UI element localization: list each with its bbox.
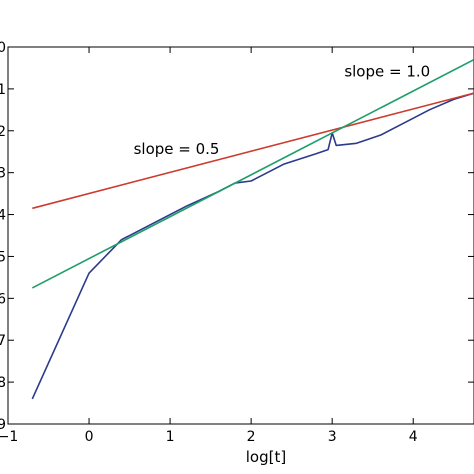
x-axis-label: log[t] xyxy=(246,448,286,466)
series-line-0 xyxy=(31,92,474,400)
series-line-1 xyxy=(32,92,474,210)
x-tick-label: 3 xyxy=(328,429,337,445)
y-tick-label: 1 xyxy=(0,82,6,98)
y-tick-label: 7 xyxy=(0,333,6,349)
x-tick-label: 2 xyxy=(247,429,256,445)
plot-frame xyxy=(7,46,474,425)
x-tick-label: −1 xyxy=(0,429,18,445)
series-line-2 xyxy=(31,58,474,289)
y-tick-label: 4 xyxy=(0,208,6,224)
y-tick-label: 2 xyxy=(0,124,6,140)
x-tick-label: 0 xyxy=(85,429,94,445)
annotation-0: slope = 1.0 xyxy=(344,62,430,80)
x-tick-label: 4 xyxy=(409,429,418,445)
x-tick-label: 1 xyxy=(166,429,175,445)
annotation-1: slope = 0.5 xyxy=(134,140,220,158)
y-tick-label: 3 xyxy=(0,166,6,182)
y-tick-label: 6 xyxy=(0,291,6,307)
y-tick-label: 8 xyxy=(0,375,6,391)
y-tick-label: 0 xyxy=(0,40,6,56)
y-tick-label: 5 xyxy=(0,249,6,265)
y-tick-label: 9 xyxy=(0,417,6,433)
